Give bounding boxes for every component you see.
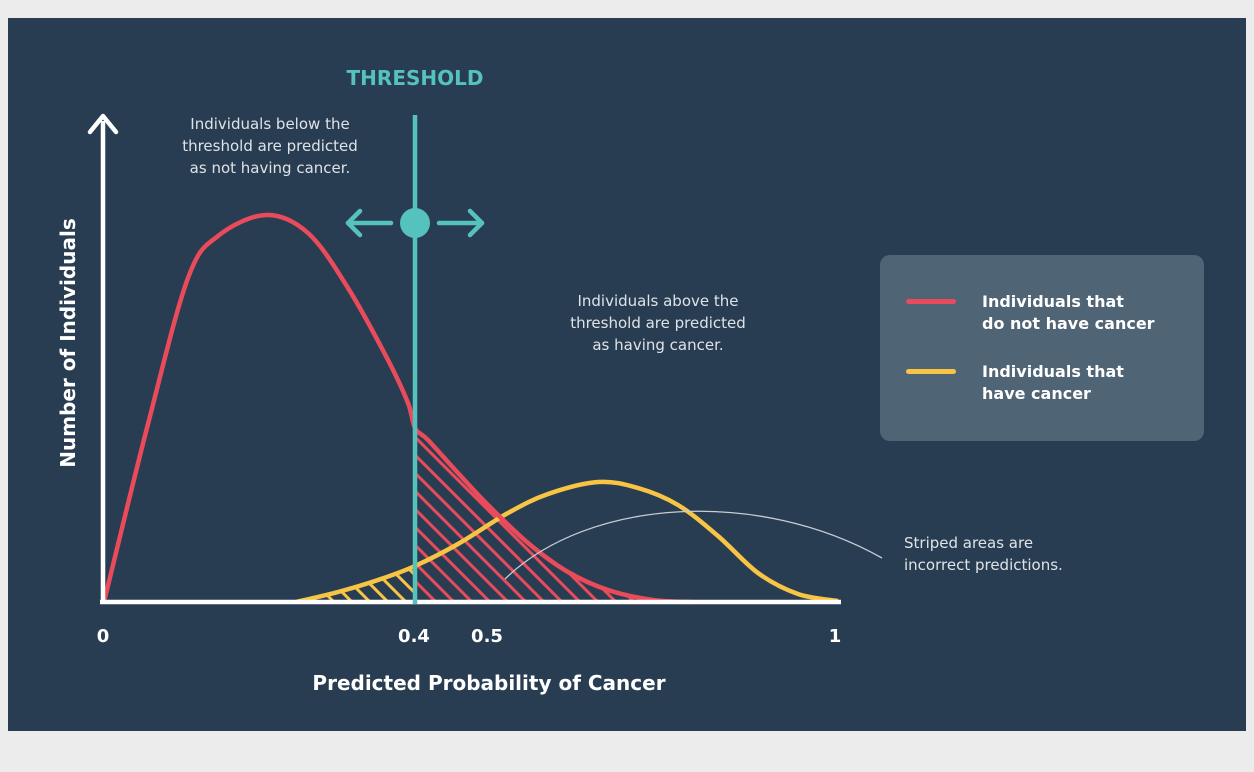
hatch-stripe <box>296 566 415 602</box>
hatch-stripe <box>296 566 415 602</box>
hatch-stripe <box>296 566 390 602</box>
cancer-curve <box>295 479 839 605</box>
annotation-striped-areas: Striped areas are incorrect predictions. <box>904 534 1063 574</box>
no-cancer-curve <box>101 212 694 605</box>
hatch-stripe <box>296 566 336 602</box>
hatch-stripe <box>682 428 693 602</box>
arrow-left-icon <box>345 208 394 238</box>
x-tick-0-4: 0.4 <box>398 626 430 647</box>
x-tick-0-5: 0.5 <box>471 626 503 647</box>
diagram-panel: THRESHOLD Individuals below the threshold… <box>8 18 1246 731</box>
annotation-below-threshold: Individuals below the threshold are predi… <box>182 115 358 177</box>
hatch-stripe <box>296 566 372 602</box>
probability-diagram: THRESHOLD Individuals below the threshold… <box>56 66 1063 695</box>
hatch-stripe <box>484 428 693 602</box>
y-axis-label: Number of Individuals <box>56 218 80 467</box>
hatch-stripe <box>430 428 654 602</box>
x-axis-label: Predicted Probability of Cancer <box>312 671 665 695</box>
hatch-stripe <box>502 428 693 602</box>
hatch-stripe <box>296 566 415 602</box>
threshold-handle[interactable] <box>400 208 430 238</box>
hatch-stripe <box>415 428 564 602</box>
legend-label-cancer: Individuals that have cancer <box>982 362 1124 403</box>
hatch-stripe <box>646 428 693 602</box>
hatch-stripe <box>296 566 408 602</box>
hatch-stripe <box>592 428 693 602</box>
hatch-stripe <box>415 428 420 602</box>
hatch-stripe <box>415 428 546 602</box>
hatch-stripe <box>415 428 456 602</box>
annotation-above-threshold: Individuals above the threshold are predi… <box>570 292 746 354</box>
hatch-stripe <box>415 428 582 602</box>
legend: Individuals that do not have cancer Indi… <box>880 255 1204 441</box>
legend-label-no-cancer: Individuals that do not have cancer <box>982 292 1155 333</box>
legend-swatch-cancer <box>906 369 956 374</box>
hatch-stripe <box>296 566 415 602</box>
threshold-label: THRESHOLD <box>347 66 484 90</box>
arrow-right-icon <box>436 208 485 238</box>
hatch-stripe <box>296 566 354 602</box>
hatch-stripe <box>415 428 492 602</box>
hatch-stripe <box>415 428 618 602</box>
legend-swatch-no-cancer <box>906 299 956 304</box>
x-tick-0: 0 <box>97 626 110 647</box>
hatch-stripe <box>664 428 693 602</box>
striped-pointer-line <box>504 510 883 580</box>
x-tick-1: 1 <box>829 626 842 647</box>
hatch-stripe <box>628 428 693 602</box>
hatch-stripe <box>415 428 636 602</box>
hatch-stripe <box>415 428 510 602</box>
hatch-stripe <box>415 428 474 602</box>
y-axis-arrow-icon <box>87 113 119 135</box>
hatch-stripe <box>556 428 693 602</box>
hatch-stripe <box>574 428 693 602</box>
